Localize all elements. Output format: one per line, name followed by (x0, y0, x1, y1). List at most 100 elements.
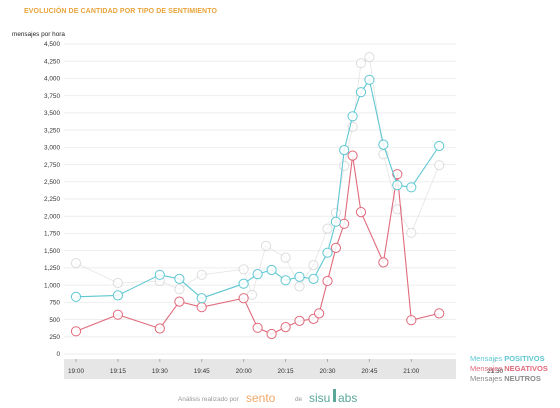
data-point (314, 308, 325, 319)
x-tick-label: 19:15 (110, 368, 126, 375)
y-tick-label: 1,500 (44, 248, 60, 255)
data-point (308, 260, 319, 271)
data-point (406, 315, 417, 326)
x-tick-label: 21:00 (403, 368, 419, 375)
data-point (70, 291, 82, 302)
data-point (347, 111, 358, 122)
data-point (238, 293, 249, 304)
footer-connector: de (295, 396, 303, 403)
legend-item-negativos: Mensajes NEGATIVOS (470, 364, 548, 374)
y-tick-label: 1,000 (44, 282, 60, 289)
y-tick-label: 3,000 (44, 145, 60, 152)
y-tick-label: 1,750 (44, 231, 60, 238)
y-tick-label: 250 (49, 334, 60, 341)
data-point (406, 227, 417, 238)
y-tick-label: 3,500 (44, 110, 60, 117)
brand-logo-bar (333, 389, 336, 402)
data-point (196, 302, 207, 313)
data-point (330, 207, 341, 218)
data-point (238, 278, 249, 289)
data-point (355, 87, 367, 98)
data-point (196, 293, 207, 304)
series (70, 52, 445, 340)
legend-item-positivos: Mensajes POSITIVOS (470, 354, 548, 364)
data-point (330, 242, 341, 253)
data-point (294, 315, 305, 326)
brand-logo-sisu: sisu (309, 391, 331, 405)
legend-strong: POSITIVOS (504, 354, 545, 363)
data-point (308, 273, 319, 284)
data-point (355, 207, 367, 218)
data-point (392, 204, 403, 215)
y-axis-label: mensajes por hora (12, 31, 65, 38)
data-point (174, 296, 185, 307)
y-tick-label: 1,250 (44, 265, 60, 272)
y-ticks: 0 250 500 750 1,000 1,250 1,500 1,750 2,000 2,250… (44, 41, 60, 358)
legend-label: Mensajes (470, 374, 503, 383)
y-tick-label: 4,500 (44, 41, 60, 48)
chart-title: EVOLUCIÓN DE CANTIDAD POR TIPO DE SENTIM… (24, 8, 217, 15)
data-point (112, 290, 124, 301)
data-point (347, 150, 358, 161)
data-point (280, 252, 291, 263)
data-point (112, 277, 124, 289)
data-point (246, 289, 258, 300)
data-point (406, 182, 417, 193)
legend-item-neutros: Mensajes NEUTROS (470, 374, 548, 384)
x-tick-label: 20:00 (236, 368, 252, 375)
data-point (238, 264, 249, 275)
footer-credit: Análisis realizado por (178, 396, 239, 403)
data-point (364, 74, 375, 85)
brand-logo-labs: abs (338, 391, 358, 405)
legend-label: Mensajes (470, 354, 503, 363)
data-point (434, 140, 445, 152)
data-point (280, 275, 291, 286)
data-point (434, 160, 445, 171)
x-tick-label: 21:30 (487, 368, 503, 375)
data-point (266, 328, 277, 340)
series-negativos (70, 150, 445, 340)
y-tick-label: 2,750 (44, 162, 60, 169)
legend-strong: NEGATIVOS (504, 364, 548, 373)
data-point (355, 58, 367, 69)
data-point (322, 223, 333, 234)
y-tick-label: 0 (56, 351, 60, 358)
data-point (378, 257, 389, 268)
data-point (434, 308, 445, 319)
legend-strong: NEUTROS (504, 374, 541, 383)
data-point (266, 264, 277, 276)
line-chart: 0 250 500 750 1,000 1,250 1,500 1,750 2,000 2,250… (44, 41, 504, 379)
data-point (322, 247, 333, 258)
y-tick-label: 4,000 (44, 76, 60, 83)
data-point (378, 139, 389, 150)
data-point (252, 269, 263, 280)
data-point (196, 269, 207, 280)
y-tick-label: 2,250 (44, 196, 60, 203)
grid (64, 43, 456, 355)
data-point (339, 145, 350, 156)
x-ticks: 19:00 19:15 19:30 19:45 20:00 20:15 20:30 20:45… (68, 359, 504, 375)
data-point (260, 240, 272, 251)
x-tick-label: 19:45 (194, 368, 210, 375)
data-point (330, 216, 341, 227)
x-tick-label: 19:30 (152, 368, 168, 375)
data-point (174, 273, 185, 284)
y-tick-label: 3,250 (44, 127, 60, 134)
series-line (75, 155, 440, 335)
x-tick-label: 20:30 (319, 368, 335, 375)
x-axis-band (64, 359, 456, 379)
data-point (392, 180, 403, 191)
data-point (70, 258, 82, 269)
data-point (70, 326, 82, 337)
footer: Análisis realizado por sento de sisu abs (0, 389, 560, 407)
data-point (294, 271, 305, 282)
data-point (392, 169, 403, 180)
data-point (364, 52, 375, 63)
x-tick-label: 20:15 (278, 368, 294, 375)
data-point (280, 322, 291, 333)
y-tick-label: 500 (49, 317, 60, 324)
data-point (174, 284, 185, 295)
y-tick-label: 2,500 (44, 179, 60, 186)
data-point (252, 322, 263, 333)
brand-logo-sento: sento (246, 391, 276, 405)
